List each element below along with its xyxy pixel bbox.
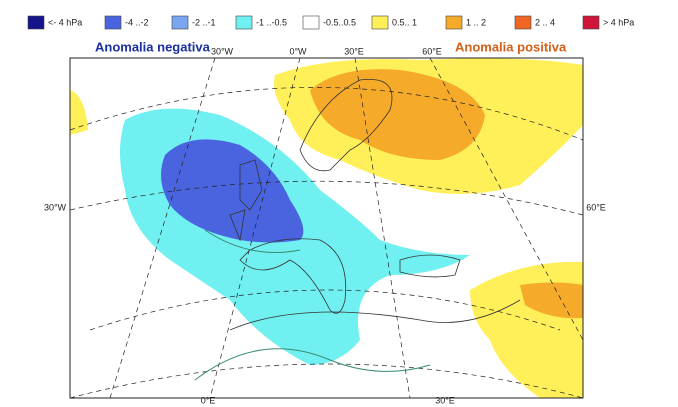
map-area xyxy=(70,58,583,398)
legend-swatch xyxy=(445,15,463,30)
positive-area xyxy=(520,282,583,319)
graticule-label: 0°W xyxy=(289,46,307,56)
positive-area xyxy=(70,90,88,135)
negative-area xyxy=(161,139,304,243)
legend-label: <- 4 hPa xyxy=(48,17,82,27)
legend-label: -2 ..-1 xyxy=(192,17,216,27)
legend-label: 0.5.. 1 xyxy=(392,17,417,27)
graticule-label: 30°E xyxy=(435,395,455,405)
coastlines xyxy=(229,78,521,331)
graticule-label: 30°E xyxy=(344,46,364,56)
legend-swatch xyxy=(514,15,532,30)
legend-label: -1 ..-0.5 xyxy=(256,17,287,27)
graticule-label: 30°W xyxy=(211,46,234,56)
graticule-label: 60°E xyxy=(586,202,606,212)
legend-label: -4 ..-2 xyxy=(125,17,149,27)
graticule-label: 30°W xyxy=(44,202,67,212)
legend-swatch xyxy=(171,15,189,30)
legend-label: 2 .. 4 xyxy=(535,17,555,27)
legend-swatch xyxy=(27,15,45,30)
graticule xyxy=(70,58,583,398)
graticule-label: 0°E xyxy=(201,395,216,405)
legend-swatch xyxy=(235,15,253,30)
map-frame xyxy=(69,57,584,399)
positive-area xyxy=(310,69,485,160)
legend-swatch xyxy=(371,15,389,30)
legend-swatch xyxy=(582,15,600,30)
legend-label: -0.5..0.5 xyxy=(323,17,356,27)
legend-swatch xyxy=(104,15,122,30)
legend-label: > 4 hPa xyxy=(603,17,634,27)
annotation: Anomalia negativa xyxy=(95,39,211,54)
graticule-label: 60°E xyxy=(422,46,442,56)
legend-swatch xyxy=(302,15,320,30)
annotation: Anomalia positiva xyxy=(455,39,567,54)
legend-label: 1 .. 2 xyxy=(466,17,486,27)
isolines xyxy=(194,229,431,381)
